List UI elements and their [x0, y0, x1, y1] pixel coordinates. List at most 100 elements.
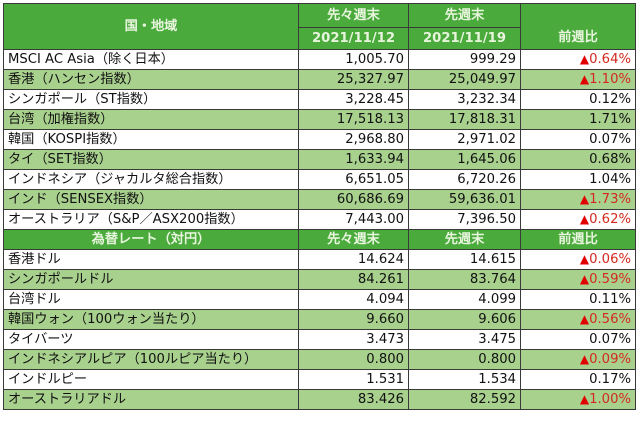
change-percent: 0.59% [589, 272, 631, 287]
prev-prev-value: 60,686.69 [298, 189, 409, 210]
down-triangle-icon: ▲ [579, 272, 590, 286]
change-percent: 1.71% [589, 112, 631, 127]
prev-value: 2,971.02 [408, 129, 521, 150]
table-row: インドルピー 1.531 1.534 0.17% [3, 369, 636, 390]
fx-prev-prev-week-header: 先々週末 [298, 229, 409, 250]
prev-prev-value: 4.094 [298, 289, 409, 310]
table-row: 韓国（KOSPI指数） 2,968.80 2,971.02 0.07% [3, 129, 636, 150]
prev-value: 17,818.31 [408, 109, 521, 130]
change-value: 0.68% [520, 149, 636, 170]
row-name: シンガポールドル [3, 269, 299, 290]
change-header: 前週比 [520, 3, 636, 50]
table-row: MSCI AC Asia（除く日本） 1,005.70 999.29 ▲0.64% [3, 49, 636, 70]
prev-prev-value: 17,518.13 [298, 109, 409, 130]
change-value: 0.07% [520, 329, 636, 350]
down-triangle-icon: ▲ [579, 192, 590, 206]
change-value: 1.71% [520, 109, 636, 130]
change-value: 1.04% [520, 169, 636, 190]
down-triangle-icon: ▲ [579, 52, 590, 66]
prev-prev-value: 3,228.45 [298, 89, 409, 110]
change-percent: 0.06% [589, 252, 631, 267]
table-row: オーストラリアドル 83.426 82.592 ▲1.00% [3, 389, 636, 410]
row-name: インドネシアルピア（100ルピア当たり） [3, 349, 299, 370]
change-value: ▲1.10% [520, 69, 636, 90]
change-value: ▲1.73% [520, 189, 636, 210]
row-name: タイ（SET指数） [3, 149, 299, 170]
row-name: 香港ドル [3, 249, 299, 270]
change-value: ▲0.59% [520, 269, 636, 290]
prev-prev-value: 6,651.05 [298, 169, 409, 190]
change-value: ▲0.64% [520, 49, 636, 70]
change-value: ▲0.56% [520, 309, 636, 330]
row-name: オーストラリアドル [3, 389, 299, 410]
prev-prev-value: 1,005.70 [298, 49, 409, 70]
prev-prev-value: 2,968.80 [298, 129, 409, 150]
change-percent: 0.07% [589, 132, 631, 147]
change-value: ▲1.00% [520, 389, 636, 410]
prev-value: 7,396.50 [408, 209, 521, 230]
prev-prev-value: 25,327.97 [298, 69, 409, 90]
prev-prev-value: 83.426 [298, 389, 409, 410]
fx-prev-week-header: 先週末 [408, 229, 521, 250]
row-name: シンガポール（ST指数） [3, 89, 299, 110]
table-row: タイ（SET指数） 1,633.94 1,645.06 0.68% [3, 149, 636, 170]
row-name: インド（SENSEX指数） [3, 189, 299, 210]
row-name: 韓国（KOSPI指数） [3, 129, 299, 150]
row-name: インドネシア（ジャカルタ総合指数） [3, 169, 299, 190]
change-percent: 0.56% [589, 312, 631, 327]
fx-body: 香港ドル 14.624 14.615 ▲0.06% シンガポールドル 84.261 83.7… [3, 249, 636, 410]
change-value: 0.17% [520, 369, 636, 390]
change-value: 0.12% [520, 89, 636, 110]
indices-header-row: 国・地域 先々週末 先週末 前週比 [3, 3, 636, 50]
prev-prev-value: 1,633.94 [298, 149, 409, 170]
prev-week-header: 先週末 [408, 3, 521, 28]
prev-prev-value: 14.624 [298, 249, 409, 270]
fx-header-row: 為替レート（対円） 先々週末 先週末 前週比 [3, 229, 636, 250]
prev-value: 3.475 [408, 329, 521, 350]
fx-change-header: 前週比 [520, 229, 636, 250]
down-triangle-icon: ▲ [579, 352, 590, 366]
prev-prev-value: 9.660 [298, 309, 409, 330]
table-row: 台湾（加権指数） 17,518.13 17,818.31 1.71% [3, 109, 636, 130]
prev-date-header: 2021/11/19 [408, 27, 521, 50]
table-row: シンガポール（ST指数） 3,228.45 3,232.34 0.12% [3, 89, 636, 110]
row-name: インドルピー [3, 369, 299, 390]
prev-prev-value: 7,443.00 [298, 209, 409, 230]
change-percent: 0.07% [589, 332, 631, 347]
prev-prev-value: 84.261 [298, 269, 409, 290]
row-name: 香港（ハンセン指数） [3, 69, 299, 90]
down-triangle-icon: ▲ [579, 72, 590, 86]
prev-prev-date-header: 2021/11/12 [298, 27, 409, 50]
prev-value: 14.615 [408, 249, 521, 270]
indices-date-row: 2021/11/12 2021/11/19 [4, 27, 636, 50]
row-name: 台湾ドル [3, 289, 299, 310]
change-percent: 0.11% [589, 292, 631, 307]
prev-value: 59,636.01 [408, 189, 521, 210]
market-table: 国・地域 先々週末 先週末 前週比 2021/11/12 2021/11/19 … [3, 3, 636, 410]
prev-value: 1,645.06 [408, 149, 521, 170]
table-row: 香港ドル 14.624 14.615 ▲0.06% [3, 249, 636, 270]
table-row: シンガポールドル 84.261 83.764 ▲0.59% [3, 269, 636, 290]
down-triangle-icon: ▲ [579, 392, 590, 406]
prev-value: 1.534 [408, 369, 521, 390]
table-row: インドネシア（ジャカルタ総合指数） 6,651.05 6,720.26 1.04% [3, 169, 636, 190]
down-triangle-icon: ▲ [579, 312, 590, 326]
prev-value: 25,049.97 [408, 69, 521, 90]
prev-value: 83.764 [408, 269, 521, 290]
change-value: ▲0.06% [520, 249, 636, 270]
row-name: オーストラリア（S&P／ASX200指数） [3, 209, 299, 230]
table-row: オーストラリア（S&P／ASX200指数） 7,443.00 7,396.50 ▲0.… [3, 209, 636, 230]
table-row: インドネシアルピア（100ルピア当たり） 0.800 0.800 ▲0.09% [3, 349, 636, 370]
prev-prev-value: 0.800 [298, 349, 409, 370]
prev-value: 0.800 [408, 349, 521, 370]
row-name: 台湾（加権指数） [3, 109, 299, 130]
table-row: インド（SENSEX指数） 60,686.69 59,636.01 ▲1.73% [3, 189, 636, 210]
change-percent: 0.68% [589, 152, 631, 167]
prev-value: 999.29 [408, 49, 521, 70]
change-percent: 0.62% [589, 212, 631, 227]
region-header: 国・地域 [3, 3, 299, 50]
change-percent: 0.09% [589, 352, 631, 367]
prev-value: 6,720.26 [408, 169, 521, 190]
change-percent: 0.17% [589, 372, 631, 387]
table-row: 香港（ハンセン指数） 25,327.97 25,049.97 ▲1.10% [3, 69, 636, 90]
